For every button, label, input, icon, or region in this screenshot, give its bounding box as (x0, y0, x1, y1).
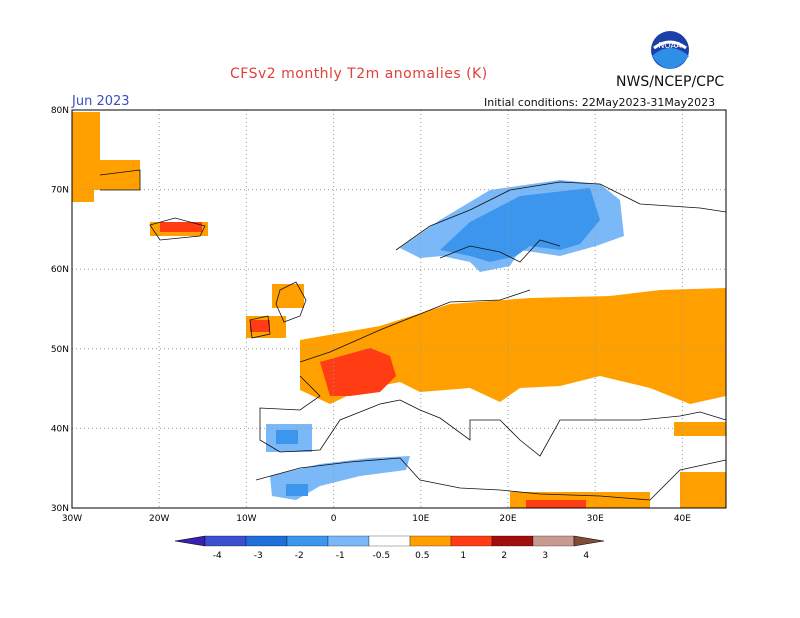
legend-swatch (286, 535, 329, 547)
anomaly-patch (300, 288, 726, 404)
lat-tick-label: 70N (51, 186, 69, 196)
anomaly-patch (276, 430, 298, 444)
legend-swatch (532, 535, 575, 547)
coastlines (99, 169, 727, 501)
legend-label: -1 (336, 551, 345, 561)
legend-swatch (204, 535, 247, 547)
legend-label: 2 (501, 551, 507, 561)
lon-tick-label: 20W (149, 514, 169, 524)
anomaly-patch (674, 422, 726, 436)
noaa-logo: NOAA (651, 31, 689, 69)
anomaly-patch (440, 188, 600, 262)
legend-swatch (174, 535, 206, 547)
legend-label: -3 (254, 551, 263, 561)
lat-tick-label: 30N (51, 504, 69, 514)
anomaly-patch (72, 160, 140, 190)
lat-tick-labels: 80N 70N 60N 50N 40N 30N (51, 106, 69, 514)
lat-tick-label: 50N (51, 345, 69, 355)
anomaly-patch (72, 186, 94, 202)
lon-tick-labels: 30W 20W 10W 0 10E 20E 30E 40E (62, 514, 691, 524)
logo-text: NOAA (658, 41, 682, 50)
legend-label: 1 (460, 551, 466, 561)
map-title: CFSv2 monthly T2m anomalies (K) (230, 66, 488, 82)
lat-tick-label: 60N (51, 265, 69, 275)
legend-label: -2 (295, 551, 304, 561)
legend-swatch (245, 535, 288, 547)
legend-label: -0.5 (373, 551, 391, 561)
lon-tick-label: 10E (412, 514, 429, 524)
lat-tick-label: 80N (51, 106, 69, 116)
legend-label: 4 (583, 551, 589, 561)
initial-conditions: Initial conditions: 22May2023-31May2023 (484, 96, 716, 109)
legend-swatch (450, 535, 493, 547)
lon-tick-label: 30E (587, 514, 604, 524)
anomaly-patch (250, 320, 270, 332)
anomaly-patch (320, 348, 396, 396)
anomaly-patch (272, 284, 304, 308)
lon-tick-label: 0 (331, 514, 337, 524)
forecast-period: Jun 2023 (72, 94, 130, 109)
agency-label: NWS/NCEP/CPC (616, 74, 725, 90)
legend-swatch (327, 535, 370, 547)
lon-tick-label: 20E (499, 514, 516, 524)
anomaly-patch (286, 484, 308, 496)
legend-swatch (491, 535, 534, 547)
legend-label: 0.5 (415, 551, 429, 561)
anomaly-patch (160, 222, 202, 232)
anomaly-patch (526, 500, 586, 508)
legend-label: 3 (542, 551, 548, 561)
lon-tick-label: 30W (62, 514, 82, 524)
legend-swatch (409, 535, 452, 547)
legend-label: -4 (213, 551, 222, 561)
map-grid (72, 110, 726, 508)
legend-swatch (573, 535, 605, 547)
legend-swatch (368, 535, 411, 547)
anomaly-shading (72, 112, 726, 508)
lon-tick-label: 10W (236, 514, 256, 524)
lon-tick-label: 40E (674, 514, 691, 524)
map-frame (71, 109, 727, 509)
lat-tick-label: 40N (51, 424, 69, 434)
anomaly-patch (680, 472, 726, 508)
color-legend: -4 -3 -2 -1 -0.5 0.5 1 2 3 4 (174, 535, 605, 561)
